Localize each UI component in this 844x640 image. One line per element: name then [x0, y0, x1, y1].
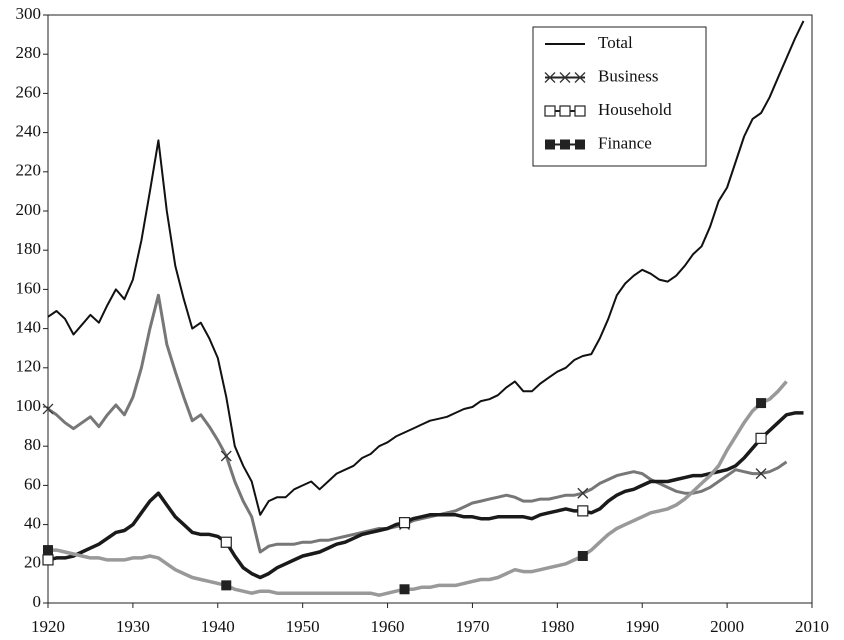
marker	[755, 432, 767, 444]
y-tick-label: 200	[16, 200, 42, 219]
y-tick-label: 80	[24, 435, 41, 454]
x-tick-label: 1940	[201, 617, 235, 636]
legend-label: Business	[598, 66, 658, 85]
legend-label: Total	[598, 33, 633, 52]
legend-marker	[574, 72, 586, 83]
x-tick-label: 1930	[116, 617, 150, 636]
x-tick-label: 2000	[710, 617, 744, 636]
legend-marker	[544, 72, 556, 83]
y-tick-label: 20	[24, 553, 41, 572]
legend-marker	[559, 105, 571, 117]
marker	[755, 468, 767, 480]
x-tick-label: 1920	[31, 617, 65, 636]
marker	[577, 550, 588, 561]
marker	[399, 584, 410, 595]
marker	[398, 517, 411, 529]
y-tick-label: 160	[16, 278, 42, 297]
marker	[42, 403, 54, 415]
x-tick-label: 1950	[286, 617, 320, 636]
marker	[220, 450, 232, 462]
plot-frame	[47, 14, 813, 604]
x-tick-label: 1980	[540, 617, 574, 636]
legend-marker	[545, 139, 555, 150]
y-tick-label: 0	[33, 592, 42, 611]
legend-marker	[574, 105, 586, 117]
y-tick-label: 60	[24, 474, 41, 493]
x-tick-label: 1970	[455, 617, 489, 636]
y-tick-label: 180	[16, 239, 42, 258]
y-tick-label: 220	[16, 161, 42, 180]
y-tick-label: 280	[16, 43, 42, 62]
legend-marker	[575, 139, 585, 150]
marker	[220, 536, 232, 548]
series-line	[48, 380, 788, 597]
y-tick-label: 40	[24, 514, 41, 533]
legend-marker	[560, 139, 570, 150]
marker	[42, 554, 54, 566]
marker	[577, 505, 589, 517]
legend-marker	[544, 105, 556, 117]
legend-label: Household	[598, 100, 672, 119]
y-tick-label: 240	[16, 122, 42, 141]
marker	[221, 580, 232, 591]
series-line	[47, 20, 805, 516]
series-line	[47, 411, 804, 580]
marker	[43, 545, 53, 556]
legend-label: Finance	[598, 133, 652, 152]
y-tick-label: 100	[16, 396, 42, 415]
y-tick-label: 260	[16, 82, 42, 101]
x-tick-label: 1990	[625, 617, 659, 636]
y-tick-label: 120	[16, 357, 42, 376]
y-tick-label: 300	[16, 4, 42, 23]
marker	[756, 398, 767, 409]
x-tick-label: 1960	[371, 617, 405, 636]
y-tick-label: 140	[16, 318, 42, 337]
legend-marker	[559, 72, 571, 83]
marker	[577, 487, 589, 499]
series-line	[47, 293, 788, 554]
x-tick-label: 2010	[795, 617, 829, 636]
